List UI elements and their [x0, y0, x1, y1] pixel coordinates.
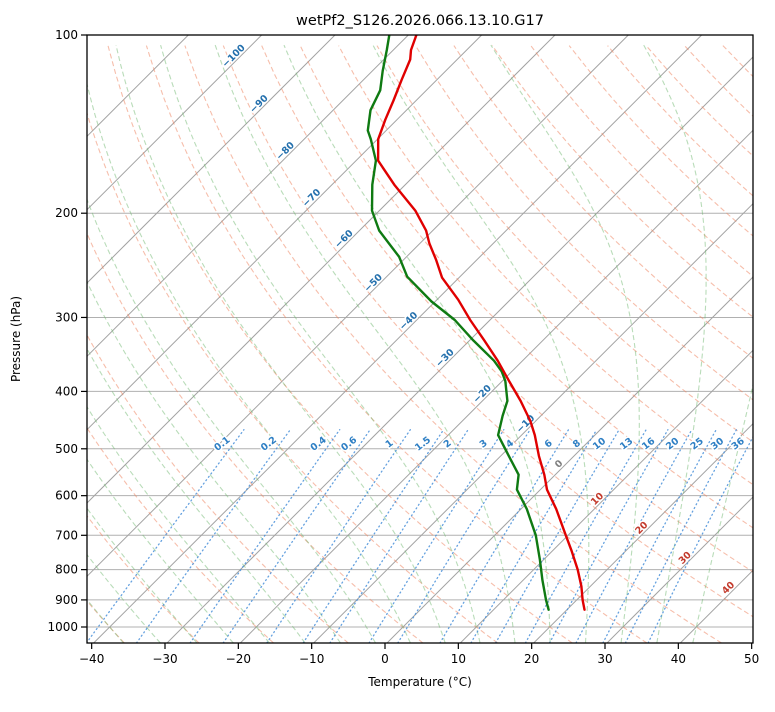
y-tick-labels: 100 200 300 400 500 600 700 800 900 1000 [47, 28, 78, 634]
svg-text:1000: 1000 [47, 620, 78, 634]
y-axis-label: Pressure (hPa) [9, 296, 23, 382]
axis-ticks [81, 34, 753, 649]
svg-text:400: 400 [55, 384, 78, 398]
plot-frame [86, 34, 754, 644]
svg-text:500: 500 [55, 442, 78, 456]
moist-adiabat-lines [87, 44, 753, 643]
svg-text:10: 10 [451, 652, 466, 666]
svg-text:−30: −30 [152, 652, 177, 666]
svg-text:20: 20 [524, 652, 539, 666]
mixing-ratio-lines [87, 429, 753, 643]
svg-text:600: 600 [55, 489, 78, 503]
chart-title: wetPf2_S126.2026.066.13.10.G17 [296, 13, 544, 29]
x-tick-labels: −40 −30 −20 −10 0 10 20 30 40 50 [79, 652, 759, 666]
svg-text:50: 50 [744, 652, 759, 666]
svg-text:800: 800 [55, 563, 78, 577]
svg-text:−20: −20 [226, 652, 251, 666]
svg-text:40: 40 [671, 652, 686, 666]
svg-text:300: 300 [55, 310, 78, 324]
svg-text:30: 30 [597, 652, 612, 666]
svg-text:100: 100 [55, 28, 78, 42]
temperature-curve [376, 35, 586, 611]
svg-text:200: 200 [55, 206, 78, 220]
dewpoint-curve [366, 35, 550, 611]
svg-text:900: 900 [55, 593, 78, 607]
x-axis-label: Temperature (°C) [367, 675, 472, 689]
svg-text:−10: −10 [299, 652, 324, 666]
svg-text:700: 700 [55, 528, 78, 542]
dry-adiabat-lines [87, 45, 753, 643]
svg-text:0: 0 [381, 652, 389, 666]
svg-text:−40: −40 [79, 652, 104, 666]
